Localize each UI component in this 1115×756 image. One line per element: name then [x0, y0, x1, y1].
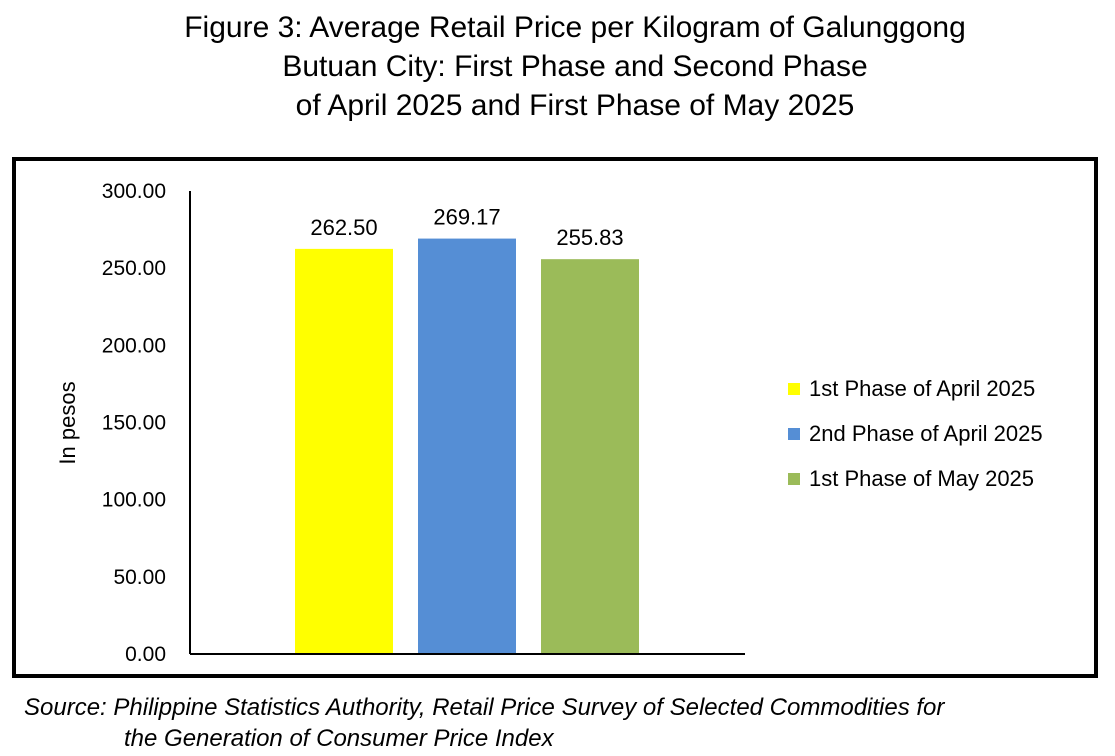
bar [418, 238, 516, 654]
legend-item: 1st Phase of May 2025 [788, 456, 1043, 501]
chart-title-line-1: Figure 3: Average Retail Price per Kilog… [184, 11, 966, 44]
chart-title: Figure 3: Average Retail Price per Kilog… [0, 8, 1115, 125]
legend-label: 1st Phase of May 2025 [809, 465, 1035, 491]
bar [541, 259, 639, 654]
source-line-2: the Generation of Consumer Price Index [124, 725, 554, 752]
bar [295, 248, 393, 654]
y-tick-label: 50.00 [113, 566, 166, 589]
chart-title-line-2: Butuan City: First Phase and Second Phas… [282, 50, 868, 83]
y-axis-label: In pesos [55, 381, 80, 464]
source-line-1: Source: Philippine Statistics Authority,… [24, 694, 945, 721]
chart-frame [12, 157, 1098, 678]
y-tick-label: 300.00 [102, 180, 166, 203]
legend-swatch [788, 427, 800, 440]
bar-value-label: 255.83 [556, 225, 623, 250]
y-tick-label: 100.00 [102, 489, 166, 512]
chart-title-line-3: of April 2025 and First Phase of May 202… [295, 89, 855, 122]
legend-label: 2nd Phase of April 2025 [809, 420, 1043, 446]
y-tick-label: 0.00 [125, 643, 166, 666]
legend-item: 1st Phase of April 2025 [788, 366, 1043, 411]
y-tick-label: 150.00 [102, 412, 166, 435]
bar-value-label: 262.50 [310, 215, 377, 240]
source-note: Source: Philippine Statistics Authority,… [24, 692, 944, 754]
legend-swatch [788, 382, 800, 395]
legend-swatch [788, 472, 800, 485]
legend-item: 2nd Phase of April 2025 [788, 411, 1043, 456]
y-tick-label: 200.00 [102, 334, 166, 357]
bar-value-label: 269.17 [433, 205, 500, 230]
legend-label: 1st Phase of April 2025 [809, 375, 1036, 401]
y-tick-label: 250.00 [102, 257, 166, 280]
chart-legend: 1st Phase of April 2025 2nd Phase of Apr… [788, 366, 1043, 501]
